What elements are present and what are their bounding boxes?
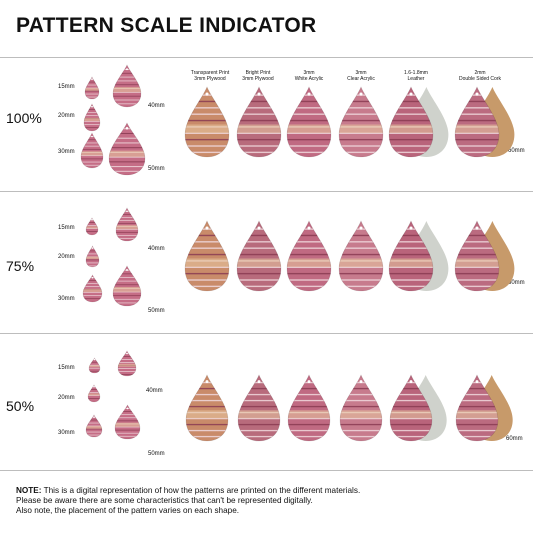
drop-20mm (85, 245, 99, 268)
drop-transparent-plywood (185, 374, 229, 442)
material-label-white-acrylic: 3mm White Acrylic (294, 70, 324, 82)
scale-section-100: 100% 15mm 20mm 30mm 40mm 50mm 60mm Trans… (0, 58, 533, 191)
note-line-2: Please be aware there are some character… (16, 496, 313, 505)
drop-clear-acrylic (338, 86, 384, 158)
divider (0, 333, 533, 334)
drop-clear-acrylic (338, 220, 384, 292)
size-label-20mm: 20mm (58, 113, 75, 119)
drop-cork (455, 374, 513, 442)
drop-cork (454, 220, 515, 292)
drop-40mm (112, 64, 142, 108)
material-label-bright-plywood: Bright Print 3mm Plywood (242, 70, 274, 82)
drop-clear-acrylic (339, 374, 383, 442)
drop-15mm (85, 217, 99, 236)
scale-label: 100% (6, 110, 42, 126)
drop-20mm (87, 384, 101, 403)
drop-bright-plywood (237, 374, 281, 442)
material-label-cork: 2mm Double Sided Cork (459, 70, 501, 82)
drop-15mm (84, 76, 100, 100)
drop-20mm (83, 103, 101, 132)
divider (0, 191, 533, 192)
material-label-leather: 1.6-1.8mm Leather (404, 70, 428, 82)
drop-bright-plywood (236, 220, 282, 292)
drop-50mm (112, 265, 142, 307)
drop-leather (389, 374, 447, 442)
drop-white-acrylic (287, 374, 331, 442)
drop-30mm (85, 414, 103, 438)
material-label-clear-acrylic: 3mm Clear Acrylic (347, 70, 375, 82)
size-label-20mm: 20mm (58, 395, 75, 401)
scale-label: 50% (6, 398, 35, 414)
drop-30mm (80, 132, 104, 169)
drop-50mm (108, 122, 146, 176)
size-label-50mm: 50mm (148, 451, 165, 457)
size-label-40mm: 40mm (148, 246, 165, 252)
note-prefix: NOTE: (16, 486, 42, 495)
size-label-30mm: 30mm (58, 149, 75, 155)
size-label-60mm: 60mm (508, 148, 525, 154)
drop-40mm (117, 350, 137, 377)
size-label-20mm: 20mm (58, 254, 75, 260)
drop-white-acrylic (286, 220, 332, 292)
drop-leather (388, 86, 449, 158)
size-label-30mm: 30mm (58, 296, 75, 302)
drop-transparent-plywood (184, 220, 230, 292)
size-label-15mm: 15mm (58, 365, 75, 371)
material-label-transparent-plywood: Transparent Print 3mm Plywood (190, 70, 230, 82)
footer-note: NOTE: This is a digital representation o… (16, 486, 360, 516)
drop-30mm (82, 274, 102, 303)
note-line-1: This is a digital representation of how … (41, 486, 361, 495)
drop-50mm (114, 404, 140, 440)
scale-label: 75% (6, 258, 35, 274)
size-label-50mm: 50mm (148, 166, 165, 172)
page-title: PATTERN SCALE INDICATOR (16, 14, 317, 37)
size-label-15mm: 15mm (58, 225, 75, 231)
size-label-15mm: 15mm (58, 84, 75, 90)
drop-transparent-plywood (184, 86, 230, 158)
divider (0, 470, 533, 471)
size-label-60mm: 60mm (508, 280, 525, 286)
scale-section-75: 75% 15mm 20mm 30mm 40mm 50mm 60mm (0, 192, 533, 333)
drop-cork (454, 86, 515, 158)
divider (0, 57, 533, 58)
size-label-30mm: 30mm (58, 430, 75, 436)
drop-15mm (88, 357, 100, 374)
drop-leather (388, 220, 449, 292)
size-label-40mm: 40mm (148, 103, 165, 109)
scale-section-50: 50% 15mm 20mm 30mm 40mm 50mm 60mm (0, 334, 533, 470)
note-line-3: Also note, the placement of the pattern … (16, 506, 240, 515)
drop-white-acrylic (286, 86, 332, 158)
drop-40mm (115, 207, 139, 242)
size-label-50mm: 50mm (148, 308, 165, 314)
size-label-60mm: 60mm (506, 436, 523, 442)
drop-bright-plywood (236, 86, 282, 158)
size-label-40mm: 40mm (146, 388, 163, 394)
